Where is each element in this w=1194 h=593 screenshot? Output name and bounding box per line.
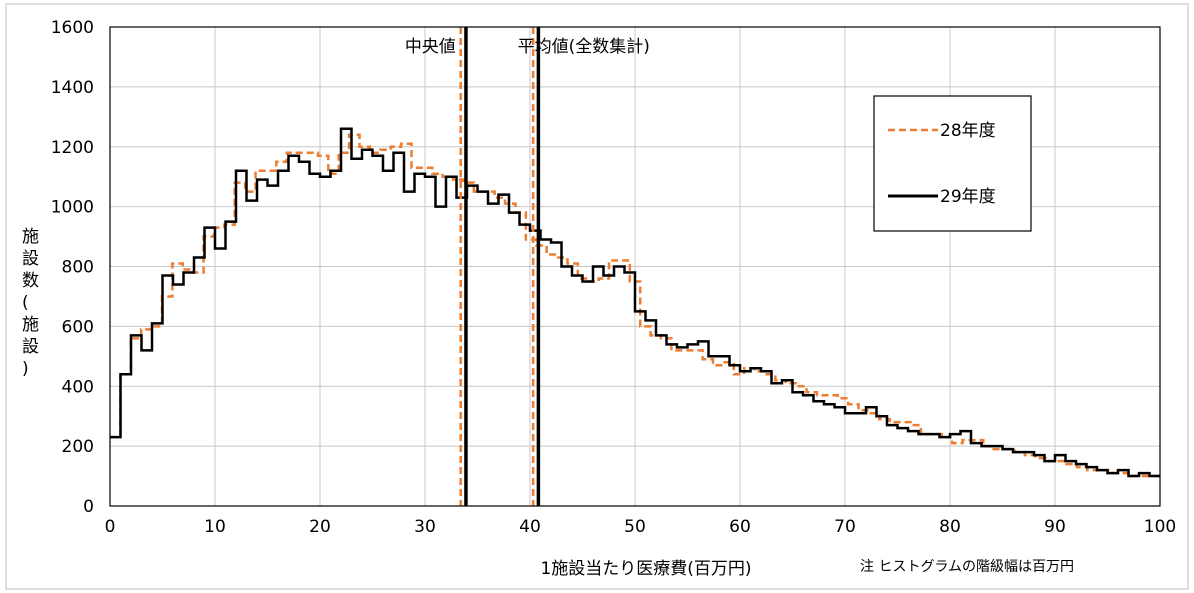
x-tick-label: 50 <box>624 517 646 537</box>
axis-ticks: 0 10 20 30 40 50 60 70 80 90 100020040060080010001… <box>51 18 1176 537</box>
histogram-note: 注 ヒストグラムの階級幅は百万円 <box>860 559 1074 575</box>
y-axis-label: 施設数(施設) <box>22 227 39 379</box>
y-tick-label: 1200 <box>51 138 94 158</box>
y-tick-label: 800 <box>62 258 94 278</box>
x-tick-label: 90 <box>1044 517 1066 537</box>
x-tick-label: 40 <box>519 517 541 537</box>
legend-label-29: 29年度 <box>940 187 996 207</box>
x-tick-label: 100 <box>1144 517 1176 537</box>
series-layer <box>110 127 1160 478</box>
x-tick-label: 0 <box>105 517 116 537</box>
chart-frame <box>5 3 1189 590</box>
plot-area-border <box>109 26 1161 507</box>
x-tick-label: 60 <box>729 517 751 537</box>
x-tick-label: 30 <box>414 517 436 537</box>
x-tick-label: 10 <box>204 517 226 537</box>
legend: 28年度 29年度 <box>873 95 1032 232</box>
x-tick-label: 80 <box>939 517 961 537</box>
legend-box <box>873 95 1032 232</box>
legend-label-28: 28年度 <box>940 121 996 141</box>
vline-layer <box>459 27 541 506</box>
y-tick-label: 400 <box>62 377 94 397</box>
vline-label-1: 平均値(全数集計) <box>518 37 650 57</box>
x-tick-label: 70 <box>834 517 856 537</box>
y-tick-label: 0 <box>83 497 94 517</box>
y-tick-label: 1000 <box>51 198 94 218</box>
vline-labels: 中央値 平均値(全数集計) <box>405 37 650 57</box>
series-line-28 <box>110 133 1160 478</box>
y-tick-label: 1600 <box>51 18 94 38</box>
x-tick-label: 20 <box>309 517 331 537</box>
y-tick-label: 200 <box>62 437 94 457</box>
y-tick-label: 1400 <box>51 78 94 98</box>
x-axis-label: 1施設当たり医療費(百万円) <box>540 559 751 579</box>
y-tick-label: 600 <box>62 317 94 337</box>
vline-label-0: 中央値 <box>405 37 456 57</box>
series-line-29 <box>110 127 1160 478</box>
